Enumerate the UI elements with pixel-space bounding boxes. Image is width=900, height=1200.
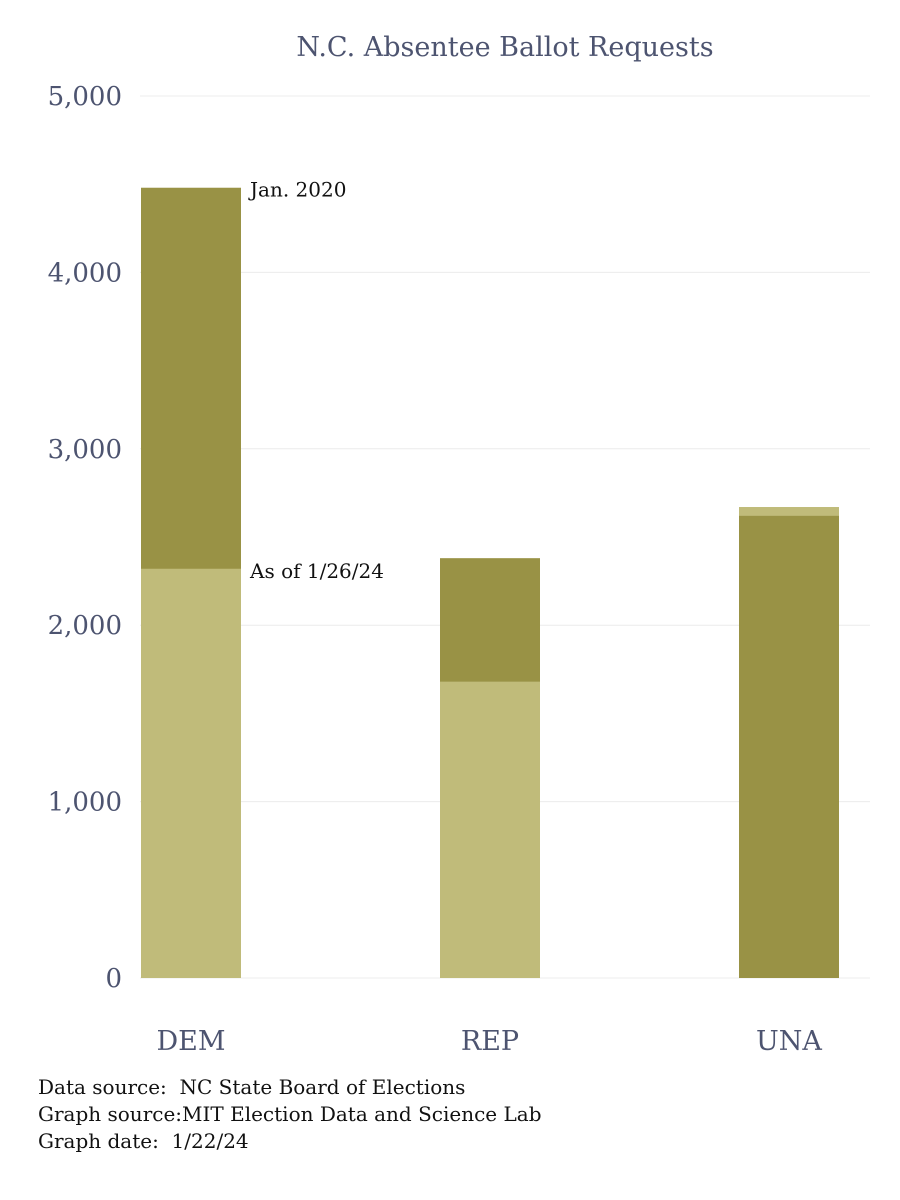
x-tick-label-rep: REP [461,1026,519,1057]
y-tick-label: 0 [105,964,122,994]
bar-dem-series-1 [141,568,241,978]
y-tick-label: 4,000 [48,258,122,288]
y-tick-label: 1,000 [48,788,122,818]
y-tick-label: 2,000 [48,611,122,641]
series-label-1: As of 1/26/24 [249,559,384,583]
x-tick-label-dem: DEM [156,1026,225,1057]
chart-footer: Data source: NC State Board of Elections… [38,1074,542,1155]
x-axis-tick-labels: DEM REP UNA [156,1026,822,1057]
bar-rep-series-1 [440,681,540,978]
graph-source-note: Graph source:MIT Election Data and Scien… [38,1102,542,1126]
y-axis-tick-labels: 0 1,000 2,000 3,000 4,000 5,000 [48,82,122,994]
bars [141,187,839,978]
chart-title: N.C. Absentee Ballot Requests [296,32,713,63]
y-tick-label: 3,000 [48,435,122,465]
series-labels: Jan. 2020 As of 1/26/24 [248,178,384,583]
y-tick-label: 5,000 [48,82,122,112]
data-source-note: Data source: NC State Board of Elections [38,1075,466,1099]
x-tick-label-una: UNA [756,1026,822,1057]
graph-date-note: Graph date: 1/22/24 [38,1129,249,1153]
bar-una-series-0 [739,515,839,978]
bar-chart: N.C. Absentee Ballot Requests 0 1,000 2,00… [48,32,870,1057]
series-label-0: Jan. 2020 [248,178,346,202]
